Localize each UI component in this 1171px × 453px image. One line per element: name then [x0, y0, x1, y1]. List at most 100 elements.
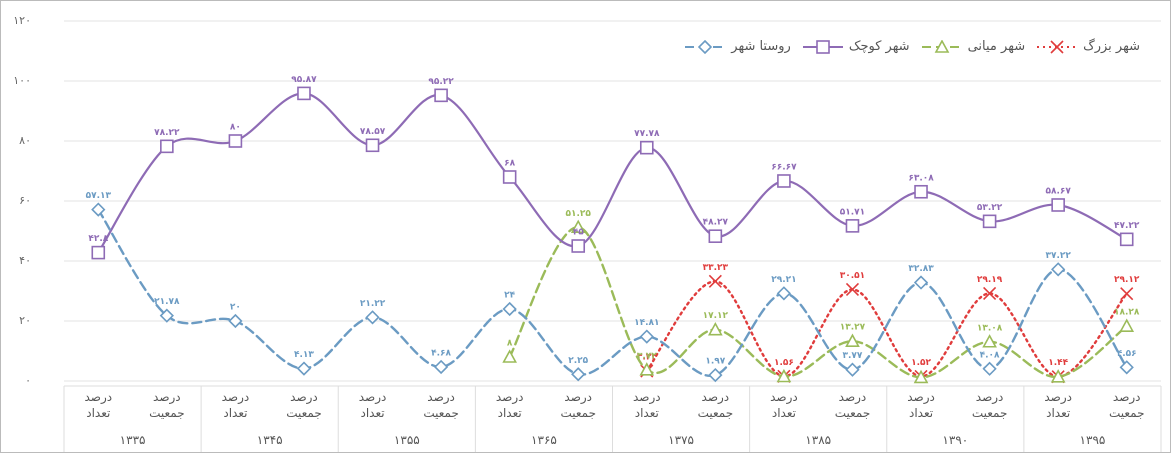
marker: [1119, 360, 1134, 375]
series-line: [97, 92, 1128, 254]
marker: [639, 140, 654, 155]
data-label: ۱۳.۲۷: [840, 323, 866, 333]
marker: [776, 368, 792, 383]
marker: [1050, 369, 1066, 383]
marker: [934, 39, 949, 53]
data-label: ۲۱.۷۸: [154, 297, 180, 307]
data-label: ۵۱.۷۱: [840, 207, 865, 217]
marker: [228, 134, 243, 148]
data-label: ۱۴.۸۱: [634, 318, 659, 328]
x-tick-label: درصد تعداد: [632, 390, 661, 420]
marker: [1051, 262, 1066, 277]
series-line: [645, 280, 1128, 378]
series-line: [508, 226, 1128, 379]
series-line: [97, 208, 1128, 377]
group-label: ۱۳۵۵: [393, 433, 420, 447]
marker: [160, 139, 174, 154]
marker: [698, 39, 713, 54]
marker: [982, 361, 997, 376]
marker: [639, 362, 655, 376]
legend-item: شهر میانی: [920, 39, 1026, 54]
data-label: ۱۸.۲۸: [1114, 308, 1140, 318]
x-tick-label: درصد جمعیت: [560, 390, 596, 420]
y-tick-label: ۲۰: [19, 314, 31, 327]
y-tick-label: ۱۰۰: [13, 74, 31, 87]
y-tick-label: ۴۰: [19, 254, 31, 267]
legend-item: شهر بزرگ: [1035, 39, 1140, 54]
data-label: ۷۸.۵۷: [360, 127, 386, 137]
data-label: ۹۵.۸۷: [291, 75, 317, 85]
x-tick-label: درصد جمعیت: [1108, 390, 1145, 420]
marker: [707, 321, 723, 336]
group-label: ۱۳۹۰: [942, 433, 969, 447]
x-tick-label: درصد تعداد: [84, 390, 113, 420]
marker: [502, 349, 518, 363]
marker: [708, 229, 723, 243]
data-label: ۲۰: [230, 303, 241, 313]
group-label: ۱۳۷۵: [668, 433, 694, 447]
data-label: ۵۱.۲۵: [566, 209, 592, 219]
marker: [845, 282, 860, 297]
x-tick-label: درصد تعداد: [770, 390, 798, 420]
marker: [639, 329, 654, 344]
marker: [159, 308, 174, 323]
marker: [571, 367, 586, 382]
marker: [296, 361, 312, 376]
legend-label: شهر میانی: [967, 39, 1026, 54]
group-label: ۱۳۴۵: [256, 433, 283, 447]
marker: [1119, 318, 1135, 332]
data-label: ۳۲.۸۳: [908, 264, 934, 274]
marker: [571, 239, 586, 253]
marker: [1050, 39, 1064, 54]
legend-swatch: [685, 39, 726, 54]
data-label: ۲۹.۲۱: [771, 275, 796, 285]
marker: [91, 245, 106, 260]
data-label: ۴.۶۸: [431, 348, 451, 358]
data-label: ۱.۵۶: [774, 358, 794, 368]
data-label: ۳۷.۲۲: [1045, 251, 1071, 261]
y-tick-label: ۰: [25, 374, 31, 387]
data-label: ۶۸: [504, 159, 515, 169]
data-label: ۵۷.۱۳: [86, 191, 112, 201]
marker: [297, 86, 311, 101]
data-label: ۲۹.۱۲: [1114, 275, 1140, 285]
data-label: ۳.۳۳: [637, 353, 657, 363]
marker: [777, 174, 791, 188]
x-tick-label: درصد تعداد: [907, 390, 935, 420]
data-label: ۱.۴۴: [1048, 358, 1068, 368]
marker: [845, 219, 860, 233]
x-tick-label: درصد جمعیت: [697, 390, 734, 420]
data-label: ۷۸.۲۲: [154, 128, 180, 138]
marker: [502, 301, 517, 317]
data-label: ۵۸.۶۷: [1045, 186, 1071, 196]
marker: [1120, 287, 1134, 301]
marker: [708, 274, 722, 288]
marker: [982, 214, 997, 229]
data-label: ۴۵: [573, 228, 584, 238]
data-label: ۳.۷۲: [637, 351, 657, 361]
marker: [816, 39, 830, 54]
x-tick-label: درصد جمعیت: [286, 390, 322, 420]
data-label: ۳۰.۵۱: [840, 271, 865, 281]
y-tick-label: ۸۰: [19, 134, 31, 147]
x-tick-label: درصد جمعیت: [971, 390, 1008, 420]
marker: [845, 362, 860, 377]
data-label: ۲۱.۲۲: [360, 299, 386, 309]
legend-swatch: [802, 39, 843, 54]
x-tick-label: درصد تعداد: [1044, 390, 1072, 420]
group-label: ۱۳۶۵: [531, 433, 557, 447]
data-label: ۱۷.۱۲: [703, 311, 729, 321]
data-label: ۳۳.۲۳: [703, 263, 729, 273]
marker: [433, 359, 449, 375]
data-label: ۱.۹۷: [705, 357, 725, 367]
data-label: ۴۸.۲۷: [703, 218, 729, 228]
x-tick-label: درصد جمعیت: [149, 390, 185, 420]
data-label: ۴.۰۸: [980, 350, 1000, 360]
x-tick-label: درصد جمعیت: [423, 390, 459, 420]
data-label: ۴۷.۲۲: [1114, 221, 1140, 231]
marker: [502, 170, 517, 184]
data-label: ۴.۱۳: [294, 350, 314, 360]
data-label: ۲.۲۵: [568, 356, 588, 366]
x-tick-label: درصد تعداد: [358, 390, 387, 420]
